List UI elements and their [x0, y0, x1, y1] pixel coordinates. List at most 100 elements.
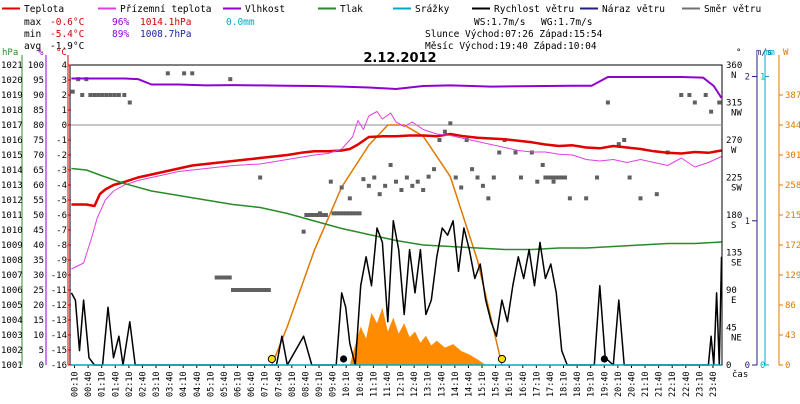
x-tick-label: 08:10 [288, 371, 298, 397]
wind-direction-point [366, 183, 371, 188]
stats-max-press: 1014.1hPa [140, 17, 191, 28]
pressure-tick-label: 1011 [1, 211, 23, 221]
wind-direction-point [703, 93, 708, 97]
wind-direction-point [347, 211, 352, 216]
wind-direction-point [258, 175, 263, 180]
pressure-tick-label: 1009 [1, 241, 23, 251]
wind-direction-point [314, 213, 319, 217]
solar-tick-label: 258 [785, 181, 800, 191]
wind-direction-point [122, 93, 127, 97]
pressure-tick-label: 1021 [1, 61, 23, 71]
x-tick-label: 08:40 [301, 371, 311, 397]
pressure-tick-label: 1002 [1, 346, 23, 356]
x-tick-label: 04:40 [193, 371, 203, 397]
wind-direction-point [513, 150, 518, 155]
x-tick-label: 11:10 [369, 371, 379, 397]
wind-direction-point [654, 192, 659, 197]
solar-tick-label: 43 [785, 331, 796, 341]
legend-item: Teplota [2, 4, 64, 15]
wind-direction-point [361, 177, 366, 182]
wind-direction-point [351, 211, 356, 216]
wind-direction-point [717, 100, 722, 105]
sunrise-marker [267, 354, 276, 364]
wind-direction-point [108, 93, 113, 97]
direction-tick-label: 90 [726, 286, 737, 296]
wind-direction-point [464, 138, 469, 142]
x-tick-label: 01:10 [98, 371, 108, 397]
wind-direction-point [546, 175, 551, 180]
wind-direction-point [301, 229, 306, 234]
legend-label: Srážky [415, 4, 450, 15]
wind-direction-point [491, 175, 496, 180]
x-tick-label: 16:40 [519, 371, 529, 397]
legend-label: Přízemní teplota [120, 4, 212, 15]
humidity-tick-label: 10 [33, 331, 44, 341]
wind-direction-point [334, 211, 339, 216]
temperature-tick-label: -8 [56, 241, 67, 251]
humidity-tick-label: 70 [33, 151, 44, 161]
series-line-teplota [71, 132, 722, 208]
x-tick-label: 07:10 [261, 371, 271, 397]
x-tick-label: 10:10 [342, 371, 352, 397]
temperature-tick-label: 4 [62, 61, 67, 71]
wind-direction-point [224, 275, 229, 280]
wind-direction-point [234, 288, 239, 292]
legend-label: Rychlost větru [494, 4, 574, 15]
wind-direction-point [692, 100, 697, 105]
wind-direction-point [88, 93, 93, 97]
x-tick-label: 23:10 [695, 371, 705, 397]
wind-direction-point [214, 275, 219, 280]
temperature-tick-label: -10 [51, 271, 67, 281]
direction-tick-sub: S [731, 221, 736, 231]
series-line-tlak [71, 167, 722, 251]
x-tick-label: 16:10 [505, 371, 515, 397]
wind-direction-point [638, 196, 643, 201]
pressure-tick-label: 1001 [1, 361, 23, 371]
stats-moon: Měsíc Východ:19:40 Západ:10:04 [425, 41, 597, 52]
x-tick-label: 03:40 [166, 371, 176, 397]
wind-direction-point [543, 175, 548, 180]
wind-direction-point [244, 288, 249, 292]
legend-item: Vlhkost [223, 4, 285, 15]
x-tick-label: 11:40 [383, 371, 393, 397]
humidity-tick-label: 40 [33, 241, 44, 251]
temperature-tick-label: -15 [51, 346, 67, 356]
temperature-tick-label: -3 [56, 166, 67, 176]
solar-curve [271, 124, 503, 366]
solar-tick-label: 129 [785, 271, 800, 281]
wind-direction-point [540, 163, 545, 167]
humidity-tick-label: 60 [33, 181, 44, 191]
stats-avg-temp: -1.9°C [50, 41, 84, 52]
moonset-marker [339, 355, 348, 363]
legend-item: Směr větru [682, 4, 761, 15]
stats-avg-label: avg [24, 41, 41, 52]
direction-tick-label: 225 [726, 174, 742, 184]
wind-direction-point [240, 288, 245, 292]
wind-direction-point [394, 179, 398, 184]
solar-unit-label: W [783, 48, 789, 58]
humidity-tick-label: 45 [33, 226, 44, 236]
wind-direction-point [377, 192, 382, 197]
legend-item: Náraz větru [580, 4, 665, 15]
legend-label: Tlak [340, 4, 363, 15]
wind-direction-point [567, 196, 572, 201]
wind-direction-point [388, 163, 393, 167]
x-tick-label: 05:40 [220, 371, 230, 397]
solar-tick-label: 172 [785, 241, 800, 251]
x-tick-label: 22:10 [668, 371, 678, 397]
wind-direction-point [260, 288, 265, 292]
pressure-tick-label: 1017 [1, 121, 23, 131]
wind-direction-point [551, 179, 556, 184]
wind-direction-point [227, 275, 232, 280]
x-tick-label: 17:40 [546, 371, 556, 397]
pressure-tick-label: 1016 [1, 136, 23, 146]
chart-title: 2.12.2012 [363, 51, 436, 66]
legend-label: Teplota [24, 4, 64, 15]
plot-area [70, 71, 723, 366]
x-tick-label: 04:10 [179, 371, 189, 397]
wind-direction-point [304, 213, 309, 217]
temperature-tick-label: -1 [56, 136, 67, 146]
wind-direction-point [404, 175, 409, 180]
direction-tick-label: 270 [726, 136, 742, 146]
